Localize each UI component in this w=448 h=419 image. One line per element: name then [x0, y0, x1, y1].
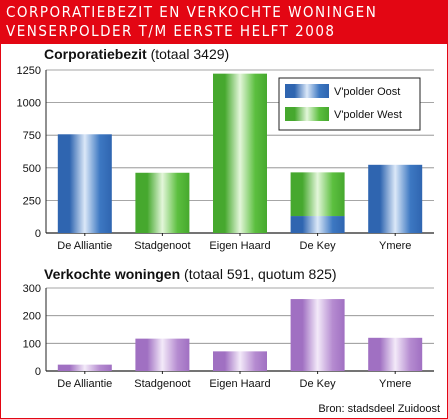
chart2-category-label: De Alliantie: [57, 378, 112, 390]
chart1-bar-west: [290, 172, 345, 217]
chart2-plot: 0 100 200 300 De Alliantie Stadgenoot Eigen Ha…: [23, 283, 434, 390]
chart1-bar-west: [213, 73, 267, 233]
chart1-legend-swatch-oost: [285, 84, 329, 98]
chart1-title-rest: (totaal 3429): [146, 46, 230, 62]
chart1-bar-west: [135, 172, 190, 233]
chart1-y-tick-label: 750: [23, 130, 41, 142]
chart1-bar-oost: [290, 216, 345, 233]
chart1-category-label: De Alliantie: [57, 240, 112, 252]
chart1-plot: 0 250 500 750 1000 1250 De Alliantie Stadgenoot…: [17, 65, 434, 252]
header-title-line2: VENSERPOLDER T/M EERSTE HELFT 2008: [6, 22, 336, 40]
chart2-y-tick-label: 100: [23, 338, 41, 350]
chart1-y-tick-label: 0: [35, 228, 41, 240]
chart2-y-tick-label: 0: [35, 366, 41, 378]
chart2-title-bold: Verkochte woningen: [44, 266, 181, 282]
chart1-y-tick-label: 1250: [17, 65, 41, 77]
chart1-category-label: Ymere: [379, 240, 411, 252]
chart2-y-tick-label: 200: [23, 311, 41, 323]
chart1-category-label: Stadgenoot: [134, 240, 190, 252]
chart1-bar-oost: [57, 134, 112, 233]
chart2-bar: [213, 351, 267, 371]
chart1-title: Corporatiebezit (totaal 3429): [44, 46, 229, 62]
chart1-y-tick-label: 250: [23, 195, 41, 207]
chart2-category-label: Ymere: [379, 378, 411, 390]
chart1-category-label: De Key: [300, 240, 337, 252]
chart1-legend-label: V'polder West: [334, 109, 402, 121]
chart2-category-label: De Key: [300, 378, 337, 390]
chart1-bar-oost: [368, 164, 423, 233]
header-title-line1: CORPORATIEBEZIT EN VERKOCHTE WONINGEN: [6, 3, 378, 21]
chart2-category-label: Eigen Haard: [209, 378, 270, 390]
chart1-y-tick-label: 1000: [17, 98, 41, 110]
chart2-category-label: Stadgenoot: [134, 378, 190, 390]
chart2-bar: [290, 299, 345, 371]
header-banner: CORPORATIEBEZIT EN VERKOCHTE WONINGEN VE…: [0, 0, 448, 44]
chart2-bar: [57, 364, 112, 371]
chart2-bar: [368, 337, 423, 371]
chart2-title-rest: (totaal 591, quotum 825): [180, 266, 337, 282]
chart1-legend-label: V'polder Oost: [334, 86, 400, 98]
chart1-title-bold: Corporatiebezit: [44, 46, 147, 62]
chart2-bar: [135, 338, 190, 371]
chart1-legend: V'polder Oost V'polder West: [278, 77, 421, 131]
chart2-y-tick-label: 300: [23, 283, 41, 295]
chart1-category-label: Eigen Haard: [209, 240, 270, 252]
source-note: Bron: stadsdeel Zuidoost: [318, 403, 440, 415]
chart2-title: Verkochte woningen (totaal 591, quotum 8…: [44, 266, 337, 282]
chart1-legend-swatch-west: [285, 107, 329, 121]
chart1-y-tick-label: 500: [23, 163, 41, 175]
